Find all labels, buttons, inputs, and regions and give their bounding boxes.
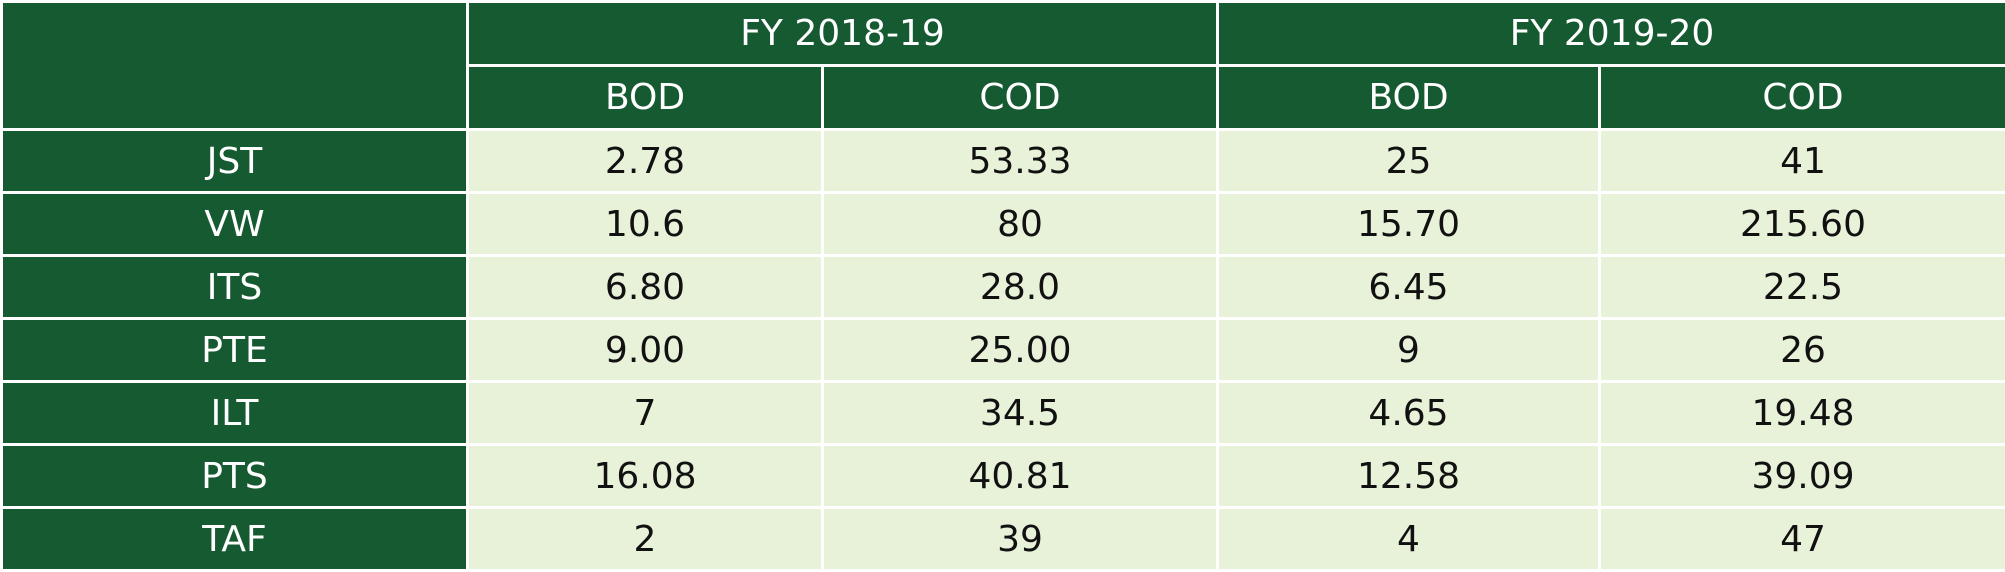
table-cell: 9	[1218, 319, 1600, 382]
table-cell: 6.80	[468, 256, 823, 319]
table-cell: 41	[1600, 130, 2005, 193]
row-label: ILT	[2, 382, 468, 445]
sub-header-cod: COD	[1600, 66, 2005, 130]
group-header-fy2019-20: FY 2019-20	[1218, 2, 2005, 66]
row-label: TAF	[2, 508, 468, 571]
table-cell: 28.0	[823, 256, 1218, 319]
table-cell: 16.08	[468, 445, 823, 508]
table-cell: 215.60	[1600, 193, 2005, 256]
sub-header-bod: BOD	[468, 66, 823, 130]
row-label: PTE	[2, 319, 468, 382]
table-cell: 12.58	[1218, 445, 1600, 508]
table-cell: 39.09	[1600, 445, 2005, 508]
table-cell: 9.00	[468, 319, 823, 382]
corner-cell	[2, 2, 468, 130]
table-cell: 34.5	[823, 382, 1218, 445]
group-header-fy2018-19: FY 2018-19	[468, 2, 1218, 66]
sub-header-bod: BOD	[1218, 66, 1600, 130]
table-cell: 15.70	[1218, 193, 1600, 256]
table-cell: 25.00	[823, 319, 1218, 382]
table-cell: 6.45	[1218, 256, 1600, 319]
table-cell: 2.78	[468, 130, 823, 193]
row-label: PTS	[2, 445, 468, 508]
sub-header-cod: COD	[823, 66, 1218, 130]
table-cell: 26	[1600, 319, 2005, 382]
table-cell: 19.48	[1600, 382, 2005, 445]
row-label: ITS	[2, 256, 468, 319]
row-label: VW	[2, 193, 468, 256]
table-cell: 25	[1218, 130, 1600, 193]
table-cell: 47	[1600, 508, 2005, 571]
table-cell: 2	[468, 508, 823, 571]
table-cell: 39	[823, 508, 1218, 571]
table-cell: 40.81	[823, 445, 1218, 508]
group-header-row: FY 2018-19 FY 2019-20	[2, 2, 2005, 66]
table-cell: 7	[468, 382, 823, 445]
table-cell: 4	[1218, 508, 1600, 571]
table-cell: 80	[823, 193, 1218, 256]
table-cell: 4.65	[1218, 382, 1600, 445]
row-label: JST	[2, 130, 468, 193]
table-cell: 10.6	[468, 193, 823, 256]
table-cell: 22.5	[1600, 256, 2005, 319]
table-cell: 53.33	[823, 130, 1218, 193]
